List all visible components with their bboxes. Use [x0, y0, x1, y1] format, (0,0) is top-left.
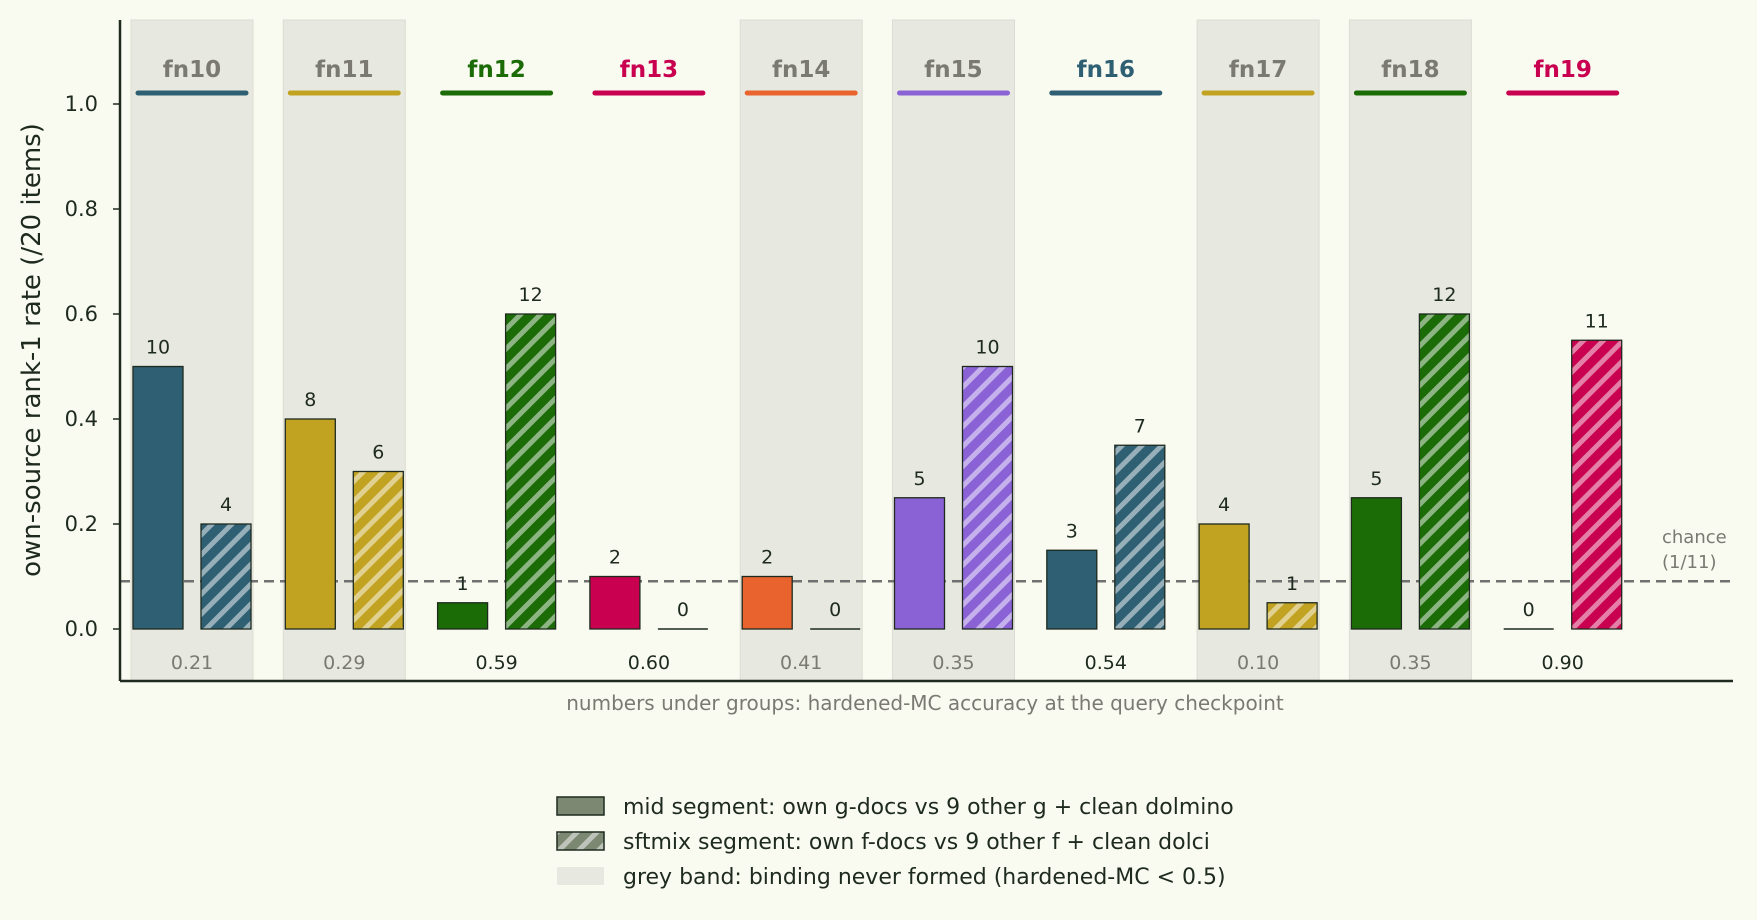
bar-mid-fn14	[741, 575, 793, 630]
accuracy-label-fn19: 0.90	[1542, 652, 1584, 674]
bar-sftmix-label-fn10: 4	[220, 494, 232, 516]
chance-label-line1: chance	[1662, 527, 1727, 548]
accuracy-label-fn15: 0.35	[932, 652, 974, 674]
group-label-fn18: fn18	[1381, 57, 1439, 83]
group-label-fn10: fn10	[163, 57, 221, 83]
legend-swatch-solid	[556, 796, 605, 816]
bar-mid-fn17	[1198, 523, 1250, 630]
accuracy-label-fn14: 0.41	[780, 652, 822, 674]
bar-sftmix-label-fn17: 1	[1286, 573, 1298, 595]
legend-label-band: grey band: binding never formed (hardene…	[623, 865, 1226, 890]
bar-sftmix-fn11	[352, 470, 404, 630]
bar-mid-label-fn19: 0	[1523, 599, 1535, 621]
group-label-fn11: fn11	[315, 57, 373, 83]
y-tick-label-1.0: 1.0	[65, 92, 98, 116]
bar-mid-fn10	[132, 365, 184, 630]
group-headers: fn10 fn11 fn12 fn13 fn14 fn15 fn16 fn17 fn18 fn19	[135, 57, 1620, 96]
bar-mid-fn12	[436, 602, 489, 630]
y-axis-label: own-source rank-1 rate (/20 items)	[17, 123, 47, 577]
bar-mid-fn15	[893, 497, 946, 630]
bar-mid-label-fn13: 2	[609, 547, 621, 569]
accuracy-label-fn10: 0.21	[171, 652, 213, 674]
bar-sftmix-fn10	[200, 523, 252, 630]
bar-mid-fn11	[284, 418, 336, 630]
bar-mid-fn16	[1046, 549, 1098, 630]
group-label-fn16: fn16	[1077, 57, 1135, 83]
legend: mid segment: own g-docs vs 9 other g + c…	[556, 795, 1234, 890]
y-tick-label-0.4: 0.4	[65, 407, 98, 431]
bar-mid-label-fn11: 8	[304, 389, 316, 411]
accuracy-label-fn17: 0.10	[1237, 652, 1279, 674]
y-tick-label-0.8: 0.8	[65, 197, 98, 221]
axes: 0.0 0.2 0.4 0.6 0.8 1.0	[65, 20, 1733, 683]
bar-sftmix-label-fn11: 6	[372, 442, 384, 464]
legend-label-hatched: sftmix segment: own f-docs vs 9 other f …	[623, 830, 1210, 855]
accuracy-label-fn16: 0.54	[1085, 652, 1127, 674]
bar-mid-fn13	[589, 575, 641, 630]
bar-sftmix-label-fn18: 12	[1432, 284, 1456, 306]
bar-sftmix-label-fn15: 10	[975, 337, 999, 359]
bar-sftmix-label-fn12: 12	[519, 284, 543, 306]
bar-mid-label-fn15: 5	[913, 468, 925, 490]
group-label-fn14: fn14	[772, 57, 830, 83]
group-label-fn13: fn13	[620, 57, 678, 83]
bar-sftmix-fn15	[961, 365, 1014, 630]
bar-sftmix-label-fn19: 11	[1585, 310, 1609, 332]
bar-mid-label-fn10: 10	[146, 337, 170, 359]
legend-label-solid: mid segment: own g-docs vs 9 other g + c…	[623, 795, 1234, 820]
bar-mid-label-fn12: 1	[457, 573, 469, 595]
grey-band-fn14	[739, 19, 863, 682]
bar-sftmix-label-fn13: 0	[677, 599, 689, 621]
y-tick-label-0.0: 0.0	[65, 617, 98, 641]
bar-sftmix-fn17	[1266, 602, 1318, 630]
group-label-fn12: fn12	[467, 57, 525, 83]
bar-sftmix-fn16	[1114, 444, 1166, 630]
group-label-fn17: fn17	[1229, 57, 1287, 83]
bar-sftmix-label-fn14: 0	[829, 599, 841, 621]
group-label-fn15: fn15	[924, 57, 982, 83]
bar-sftmix-fn12	[504, 313, 557, 630]
bars: 1040.21860.291120.59200.60200.415100.353…	[132, 284, 1623, 674]
legend-swatch-hatched	[556, 831, 605, 851]
bar-mid-fn18	[1350, 497, 1403, 630]
accuracy-note: numbers under groups: hardened-MC accura…	[566, 691, 1284, 715]
y-tick-label-0.6: 0.6	[65, 302, 98, 326]
chance-label-line2: (1/11)	[1662, 552, 1716, 573]
bar-mid-label-fn17: 4	[1218, 494, 1230, 516]
bar-mid-label-fn14: 2	[761, 547, 773, 569]
accuracy-label-fn11: 0.29	[323, 652, 365, 674]
accuracy-label-fn12: 0.59	[475, 652, 517, 674]
accuracy-label-fn18: 0.35	[1389, 652, 1431, 674]
y-tick-label-0.2: 0.2	[65, 512, 98, 536]
accuracy-label-fn13: 0.60	[628, 652, 670, 674]
bar-mid-label-fn16: 3	[1066, 520, 1078, 542]
bar-sftmix-label-fn16: 7	[1134, 415, 1146, 437]
legend-swatch-band	[557, 867, 604, 885]
group-label-fn19: fn19	[1534, 57, 1592, 83]
bar-mid-label-fn18: 5	[1370, 468, 1382, 490]
bar-sftmix-fn18	[1418, 313, 1471, 630]
bar-sftmix-fn19	[1571, 339, 1623, 630]
